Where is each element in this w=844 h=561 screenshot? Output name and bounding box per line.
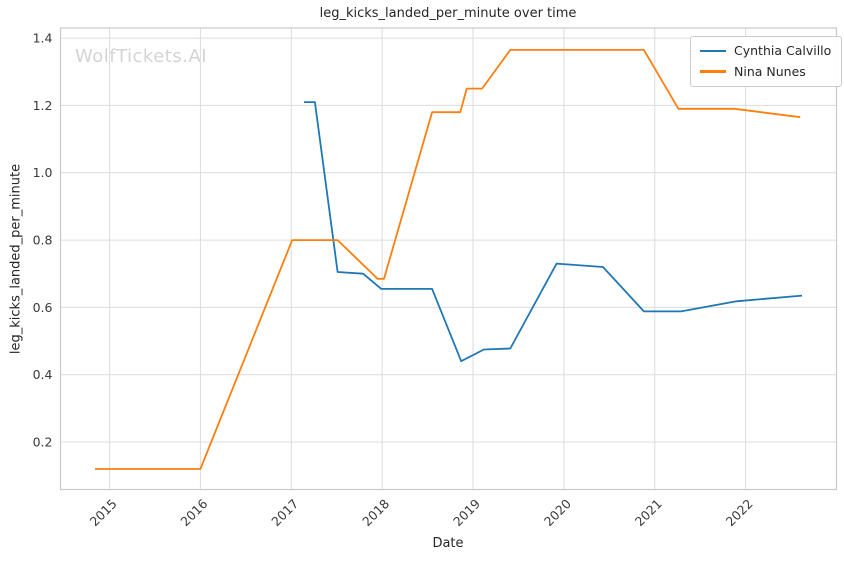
legend-line-swatch — [700, 70, 726, 73]
y-tick-label: 1.0 — [33, 165, 53, 180]
y-tick-label: 0.2 — [33, 435, 53, 450]
x-tick-label: 2015 — [87, 496, 120, 529]
x-tick-label: 2021 — [632, 496, 665, 529]
x-tick-label: 2017 — [268, 496, 301, 529]
y-tick-label: 0.6 — [33, 300, 53, 315]
legend-line-swatch — [700, 49, 726, 53]
legend: Cynthia Calvillo Nina Nunes — [690, 36, 843, 87]
x-axis-label: Date — [432, 536, 464, 551]
x-tick-label: 2016 — [177, 496, 210, 529]
y-tick-label: 0.4 — [33, 367, 53, 382]
legend-label: Nina Nunes — [734, 63, 806, 79]
y-tick-label: 1.4 — [33, 31, 53, 46]
legend-item: Nina Nunes — [700, 63, 831, 79]
y-tick-label: 1.2 — [33, 98, 53, 113]
x-tick-label: 2019 — [450, 496, 483, 529]
y-axis-label: leg_kicks_landed_per_minute — [8, 163, 24, 355]
x-tick-label: 2020 — [541, 496, 574, 529]
plot-border — [59, 27, 838, 491]
x-tick-label: 2018 — [359, 496, 392, 529]
series-line-cynthia-calvillo — [304, 101, 803, 363]
chart-title: leg_kicks_landed_per_minute over time — [319, 6, 577, 21]
x-tick-label: 2022 — [723, 496, 756, 529]
legend-label: Cynthia Calvillo — [734, 43, 832, 58]
legend-item: Cynthia Calvillo — [700, 44, 831, 58]
series-line-nina-nunes — [95, 49, 801, 470]
y-tick-label: 0.8 — [33, 233, 53, 248]
watermark-text: WolfTickets.AI — [75, 46, 208, 67]
